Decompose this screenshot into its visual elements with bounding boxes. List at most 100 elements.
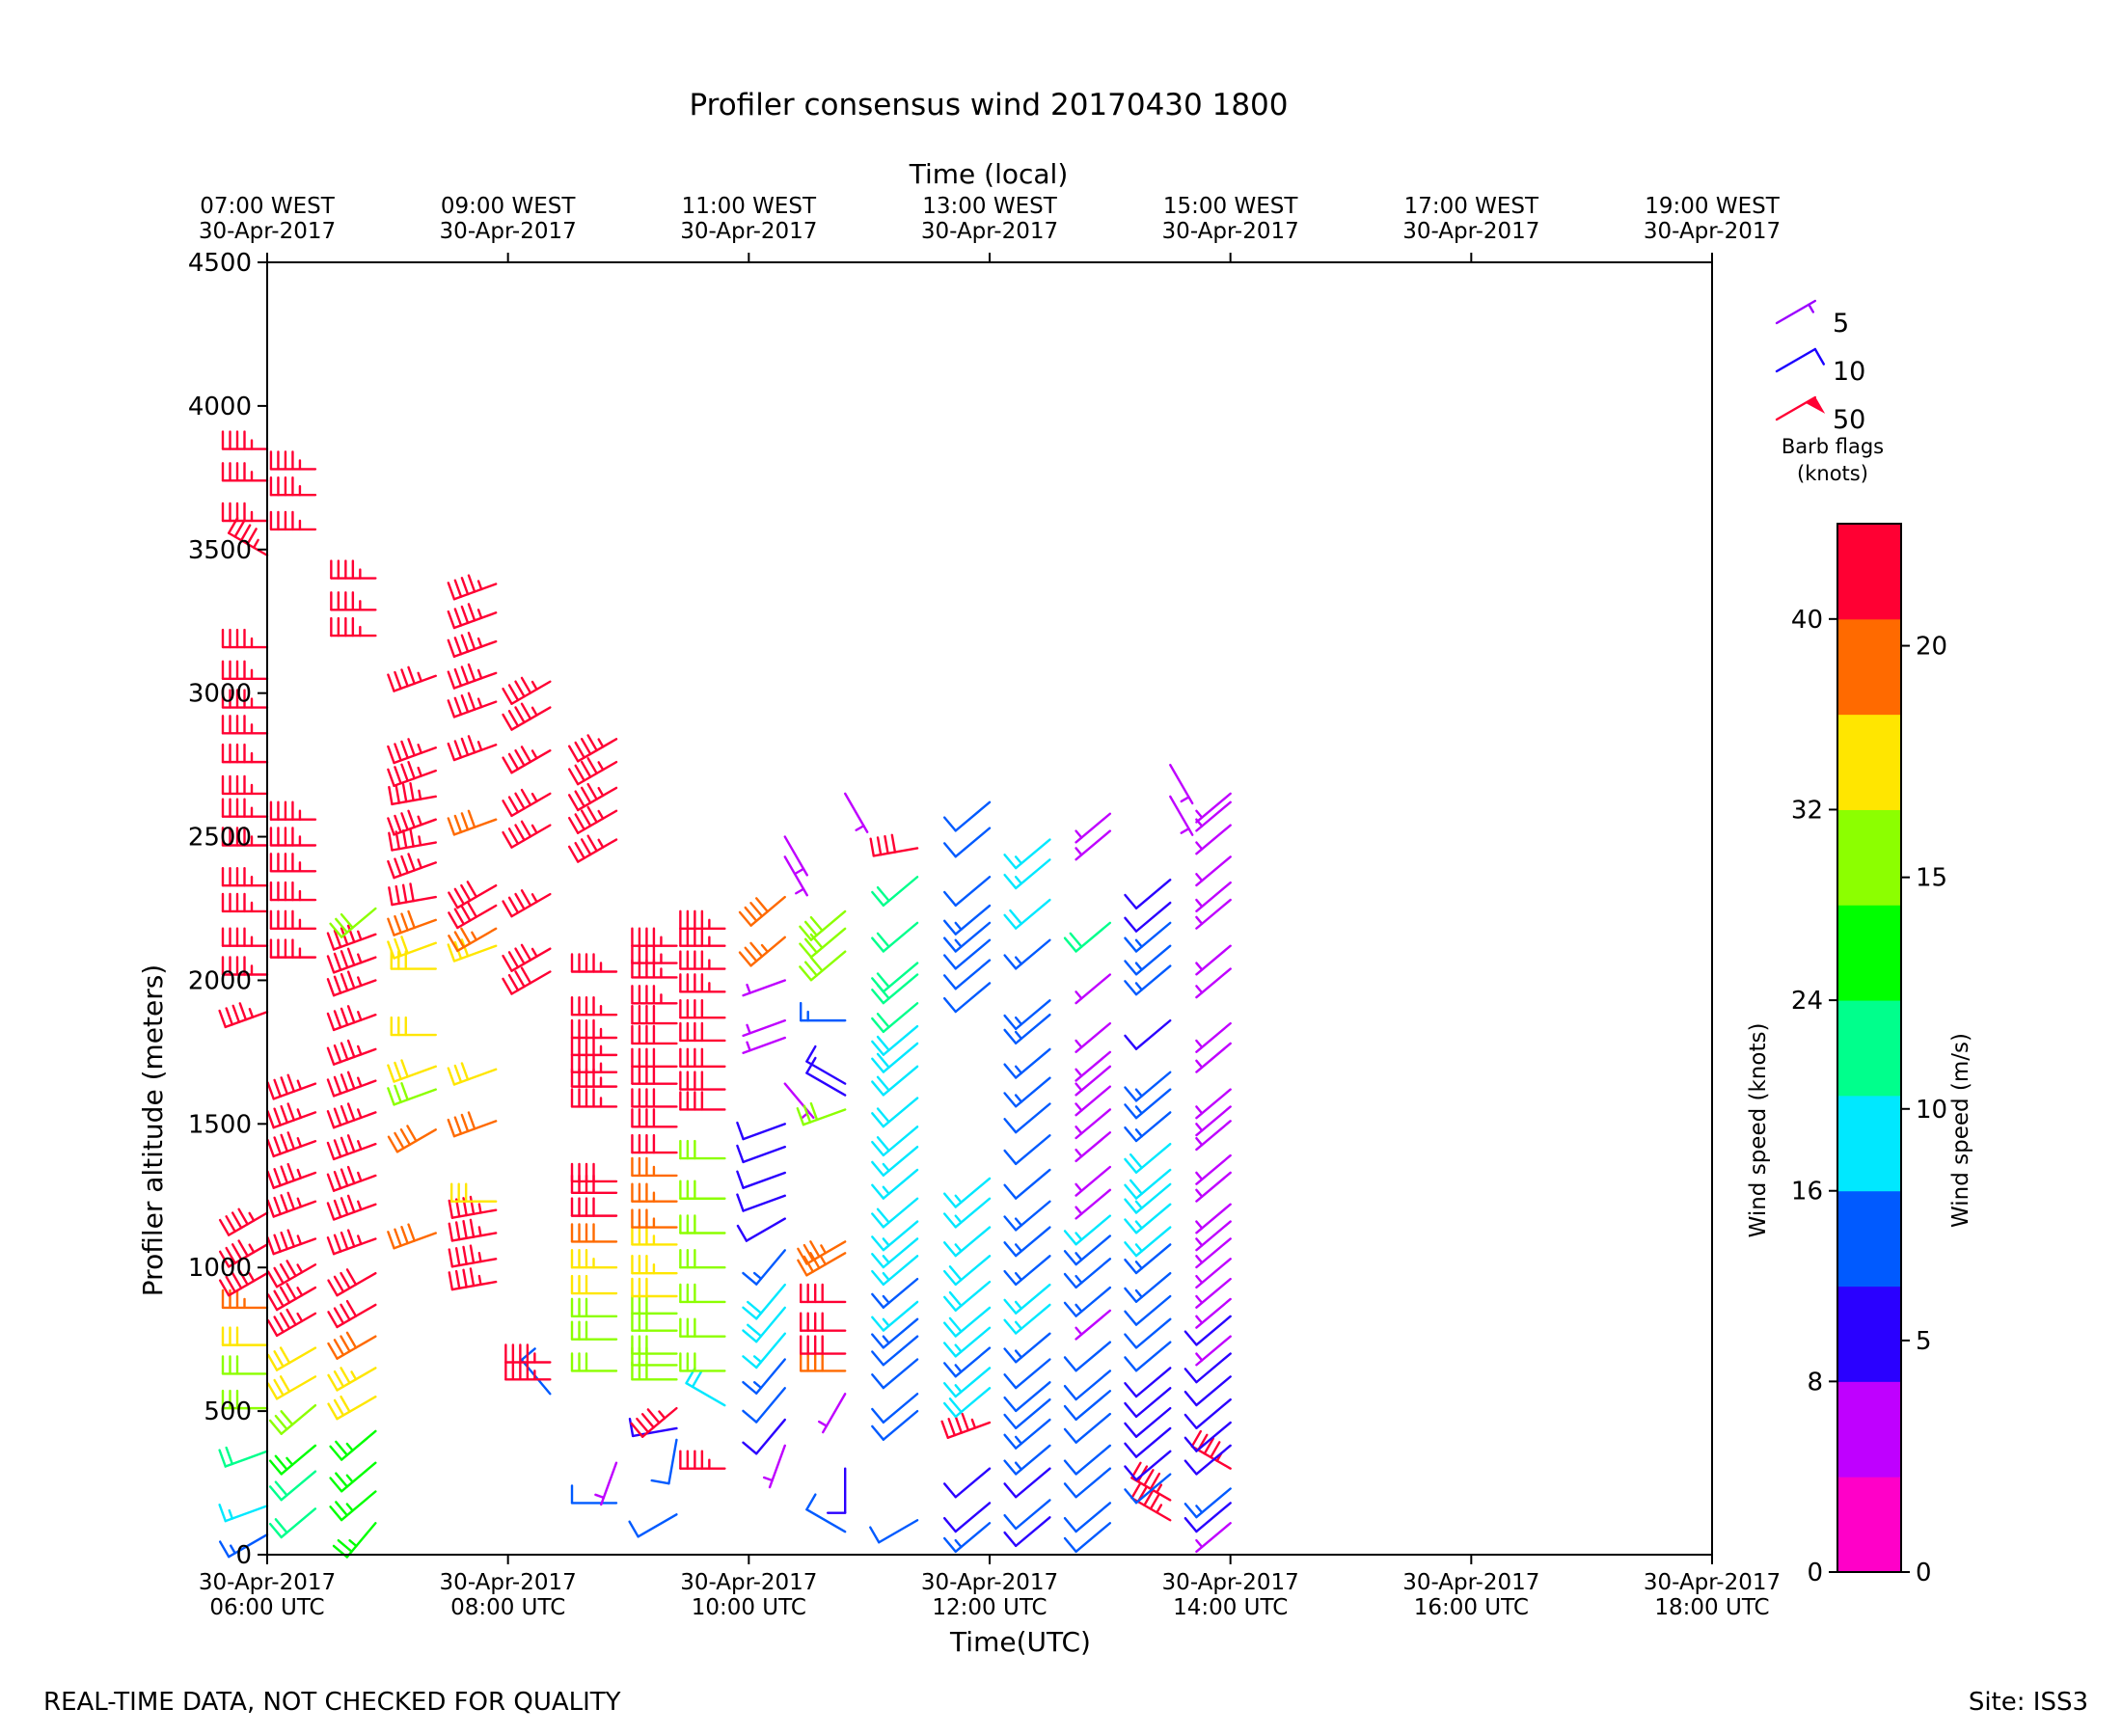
barb-half	[970, 1418, 977, 1429]
wind-barb	[1124, 901, 1172, 933]
wind-barb	[221, 1326, 269, 1346]
barb-half	[1134, 1128, 1143, 1138]
barb-full	[803, 1104, 812, 1124]
barb-full	[742, 1355, 758, 1370]
wind-barb	[1124, 1088, 1172, 1120]
wind-barb	[738, 895, 786, 927]
top-tick-date: 30-Apr-2017	[440, 219, 577, 244]
barb-full	[796, 1107, 805, 1126]
barb-full	[340, 950, 349, 969]
barb-half	[417, 815, 422, 827]
barb-full	[286, 1162, 296, 1182]
wind-barb	[1124, 1018, 1172, 1050]
barb-full	[1129, 1153, 1143, 1170]
barb-half	[417, 744, 422, 754]
barb-full	[1124, 1401, 1138, 1419]
barb-shaft	[1134, 1450, 1172, 1481]
barb-full	[394, 784, 401, 804]
wind-barb	[631, 1108, 678, 1128]
barb-half	[348, 1539, 358, 1548]
colorbar-segment	[1837, 905, 1901, 1001]
barb-full	[803, 1243, 815, 1261]
barb-full	[1124, 1034, 1138, 1050]
barb-column	[218, 430, 269, 1559]
barb-full	[755, 897, 769, 913]
barb-full	[1143, 1488, 1155, 1506]
barb-full	[460, 1062, 470, 1081]
barb-full	[286, 1308, 297, 1326]
wind-barb	[942, 921, 992, 953]
barb-full	[871, 936, 885, 953]
barb-shaft	[1014, 1397, 1051, 1429]
barb-full	[274, 1414, 288, 1431]
barb-full	[1124, 1333, 1138, 1349]
wind-barb	[1063, 1234, 1112, 1266]
barb-full	[942, 1516, 957, 1533]
barb-half	[954, 1364, 963, 1373]
x-tick-utc: 06:00 UTC	[209, 1595, 324, 1620]
barb-full	[346, 970, 356, 990]
wind-barb	[594, 1461, 618, 1506]
wind-barb	[871, 1335, 919, 1367]
barb-full	[388, 886, 394, 907]
x-tick-utc: 14:00 UTC	[1173, 1595, 1288, 1620]
wind-barb	[650, 1438, 678, 1485]
wind-barb	[1075, 829, 1112, 861]
wind-barb	[227, 516, 269, 556]
barb-half	[1195, 841, 1204, 851]
wind-barb	[1124, 1142, 1172, 1174]
barb-half	[1014, 1030, 1023, 1041]
wind-barb	[738, 936, 786, 967]
barb-full	[1009, 909, 1023, 926]
barb-full	[268, 1485, 283, 1502]
barb-full	[280, 1104, 289, 1125]
wind-barb	[221, 689, 269, 709]
wind-barb	[1183, 1487, 1232, 1519]
wind-barb	[330, 616, 377, 637]
barb-half	[1014, 855, 1023, 865]
barb-shaft	[1075, 1390, 1112, 1422]
wind-barb	[570, 953, 618, 973]
barb-full	[586, 734, 598, 752]
barb-full	[747, 1323, 763, 1338]
wind-barb	[1063, 1286, 1112, 1317]
barb-half	[1014, 1094, 1023, 1103]
barb-full	[1124, 1422, 1138, 1438]
wind-barb	[679, 1249, 726, 1269]
barb-full	[871, 977, 885, 993]
barb-half	[477, 1274, 482, 1287]
wind-barb	[570, 1249, 618, 1269]
wind-barb	[266, 1375, 317, 1400]
wind-barb	[570, 1484, 618, 1505]
barb-full	[394, 743, 402, 762]
barb-full	[326, 1173, 336, 1192]
barb-full	[340, 912, 354, 930]
barb-shaft	[1134, 1367, 1172, 1398]
barb-full	[394, 884, 401, 905]
barb-half	[954, 1384, 963, 1394]
barb-half	[1180, 796, 1190, 803]
wind-barb	[1124, 944, 1172, 976]
barb-full	[218, 1540, 231, 1559]
barb-full	[237, 1207, 249, 1226]
barb-full	[394, 857, 402, 877]
barb-half	[357, 1171, 363, 1182]
barb-half	[1134, 1200, 1143, 1209]
barb-half	[530, 947, 538, 958]
barb-full	[567, 816, 580, 834]
wind-barb	[1003, 838, 1051, 870]
barb-full	[326, 978, 336, 997]
wind-barb	[800, 1001, 847, 1022]
barb-full	[738, 910, 752, 927]
wind-barb	[326, 1165, 377, 1192]
barb-full	[580, 809, 592, 827]
wind-barb	[502, 746, 552, 774]
wind-barb	[449, 1182, 498, 1203]
wind-barb	[1063, 1412, 1112, 1444]
wind-barb	[218, 1533, 269, 1559]
barb-full	[280, 1076, 289, 1096]
wind-barb	[1063, 1258, 1112, 1289]
barb-full	[1124, 1465, 1138, 1481]
wind-barb	[221, 892, 269, 913]
wind-barb	[502, 889, 552, 918]
